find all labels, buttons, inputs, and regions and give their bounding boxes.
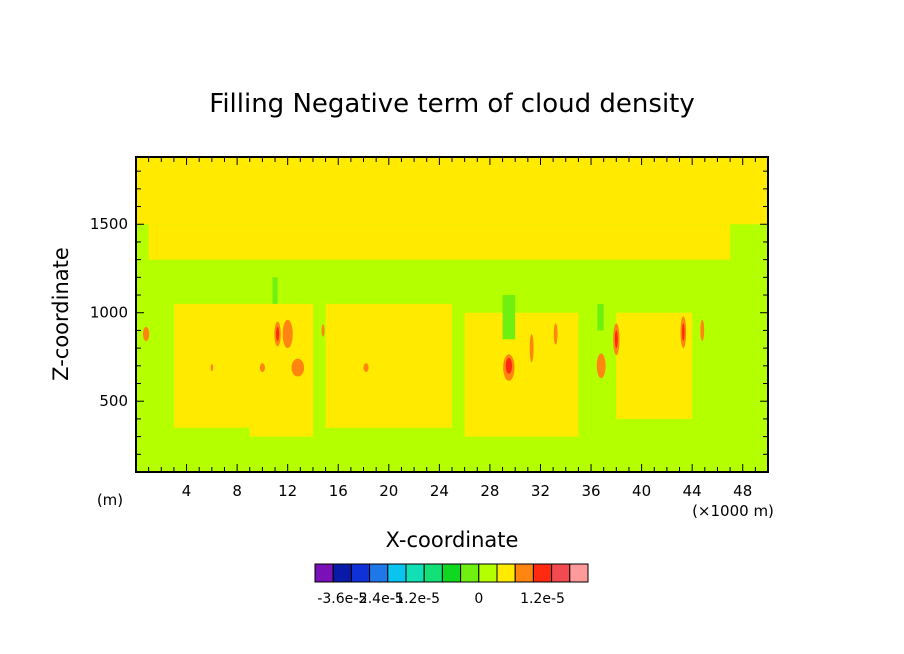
colorbar-swatch: [532, 563, 553, 583]
contour-region: [180, 436, 250, 472]
contour-cell: [210, 364, 214, 372]
x-tick-label: 16: [329, 482, 348, 500]
contour-region: [464, 312, 579, 437]
colorbar-swatch: [551, 563, 571, 583]
contour-cell: [596, 353, 606, 379]
x-axis-label: X-coordinate: [386, 528, 519, 552]
contour-cell: [276, 326, 280, 342]
contour-cell: [259, 363, 265, 373]
x-axis-unit-right: (×1000 m): [692, 502, 774, 520]
contour-region: [616, 312, 693, 419]
contour-cell: [282, 319, 293, 349]
x-tick-label: 8: [232, 482, 242, 500]
colorbar-label: 0: [474, 591, 483, 607]
contour-cell: [142, 326, 150, 342]
colorbar-label: -1.2e-5: [390, 591, 440, 607]
colorbar-label: -2.4e-5: [354, 591, 404, 607]
contour-cell: [682, 323, 685, 342]
x-tick-label: 44: [683, 482, 702, 500]
contour-region: [502, 295, 516, 340]
contour-region: [272, 277, 278, 304]
contour-cell: [363, 363, 369, 373]
colorbar-swatch: [350, 563, 371, 583]
x-tick-label: 12: [278, 482, 297, 500]
contour-cell: [700, 319, 705, 342]
chart-title: Filling Negative term of cloud density: [209, 89, 695, 119]
x-axis-unit-left: (m): [97, 491, 123, 509]
x-tick-label: 28: [480, 482, 499, 500]
colorbar-swatch: [478, 563, 498, 583]
x-tick-label: 24: [430, 482, 449, 500]
x-tick-label: 48: [733, 482, 752, 500]
contour-region: [597, 303, 604, 331]
colorbar: -3.6e-5-2.4e-5-1.2e-5 0 1.2e-5: [314, 563, 589, 607]
contour-cell: [553, 323, 558, 345]
colorbar-swatch: [405, 563, 425, 583]
x-tick-label: 4: [182, 482, 192, 500]
plot-area: [136, 157, 768, 472]
colorbar-swatch: [496, 563, 516, 583]
x-tick-label: 40: [632, 482, 651, 500]
colorbar-swatch: [514, 563, 534, 583]
colorbar-label: -3.6e-5: [317, 591, 367, 607]
contour-region: [325, 303, 452, 428]
contour-cell: [529, 333, 534, 363]
colorbar-swatch: [423, 563, 443, 583]
y-tick-label: 1500: [90, 215, 128, 233]
contour-region: [148, 224, 731, 260]
colorbar-swatch: [441, 563, 462, 583]
x-tick-label: 20: [379, 482, 398, 500]
colorbar-label: 1.2e-5: [520, 591, 565, 607]
contour-cell: [291, 358, 305, 377]
y-tick-label: 1000: [90, 304, 128, 322]
x-tick-label: 36: [581, 482, 600, 500]
contour-cell: [614, 330, 618, 349]
colorbar-swatch: [569, 563, 589, 583]
y-tick-label: 500: [99, 392, 128, 410]
contour-cell: [321, 324, 325, 337]
colorbar-swatch: [314, 563, 334, 583]
y-axis-label: Z-coordinate: [49, 247, 73, 381]
colorbar-swatch: [332, 563, 352, 583]
colorbar-swatch: [387, 563, 407, 583]
x-tick-label: 32: [531, 482, 550, 500]
contour-field: [136, 157, 768, 472]
contour-region: [312, 436, 415, 472]
colorbar-swatch: [460, 563, 480, 583]
contour-cell: [505, 357, 513, 374]
colorbar-swatch: [369, 563, 389, 583]
